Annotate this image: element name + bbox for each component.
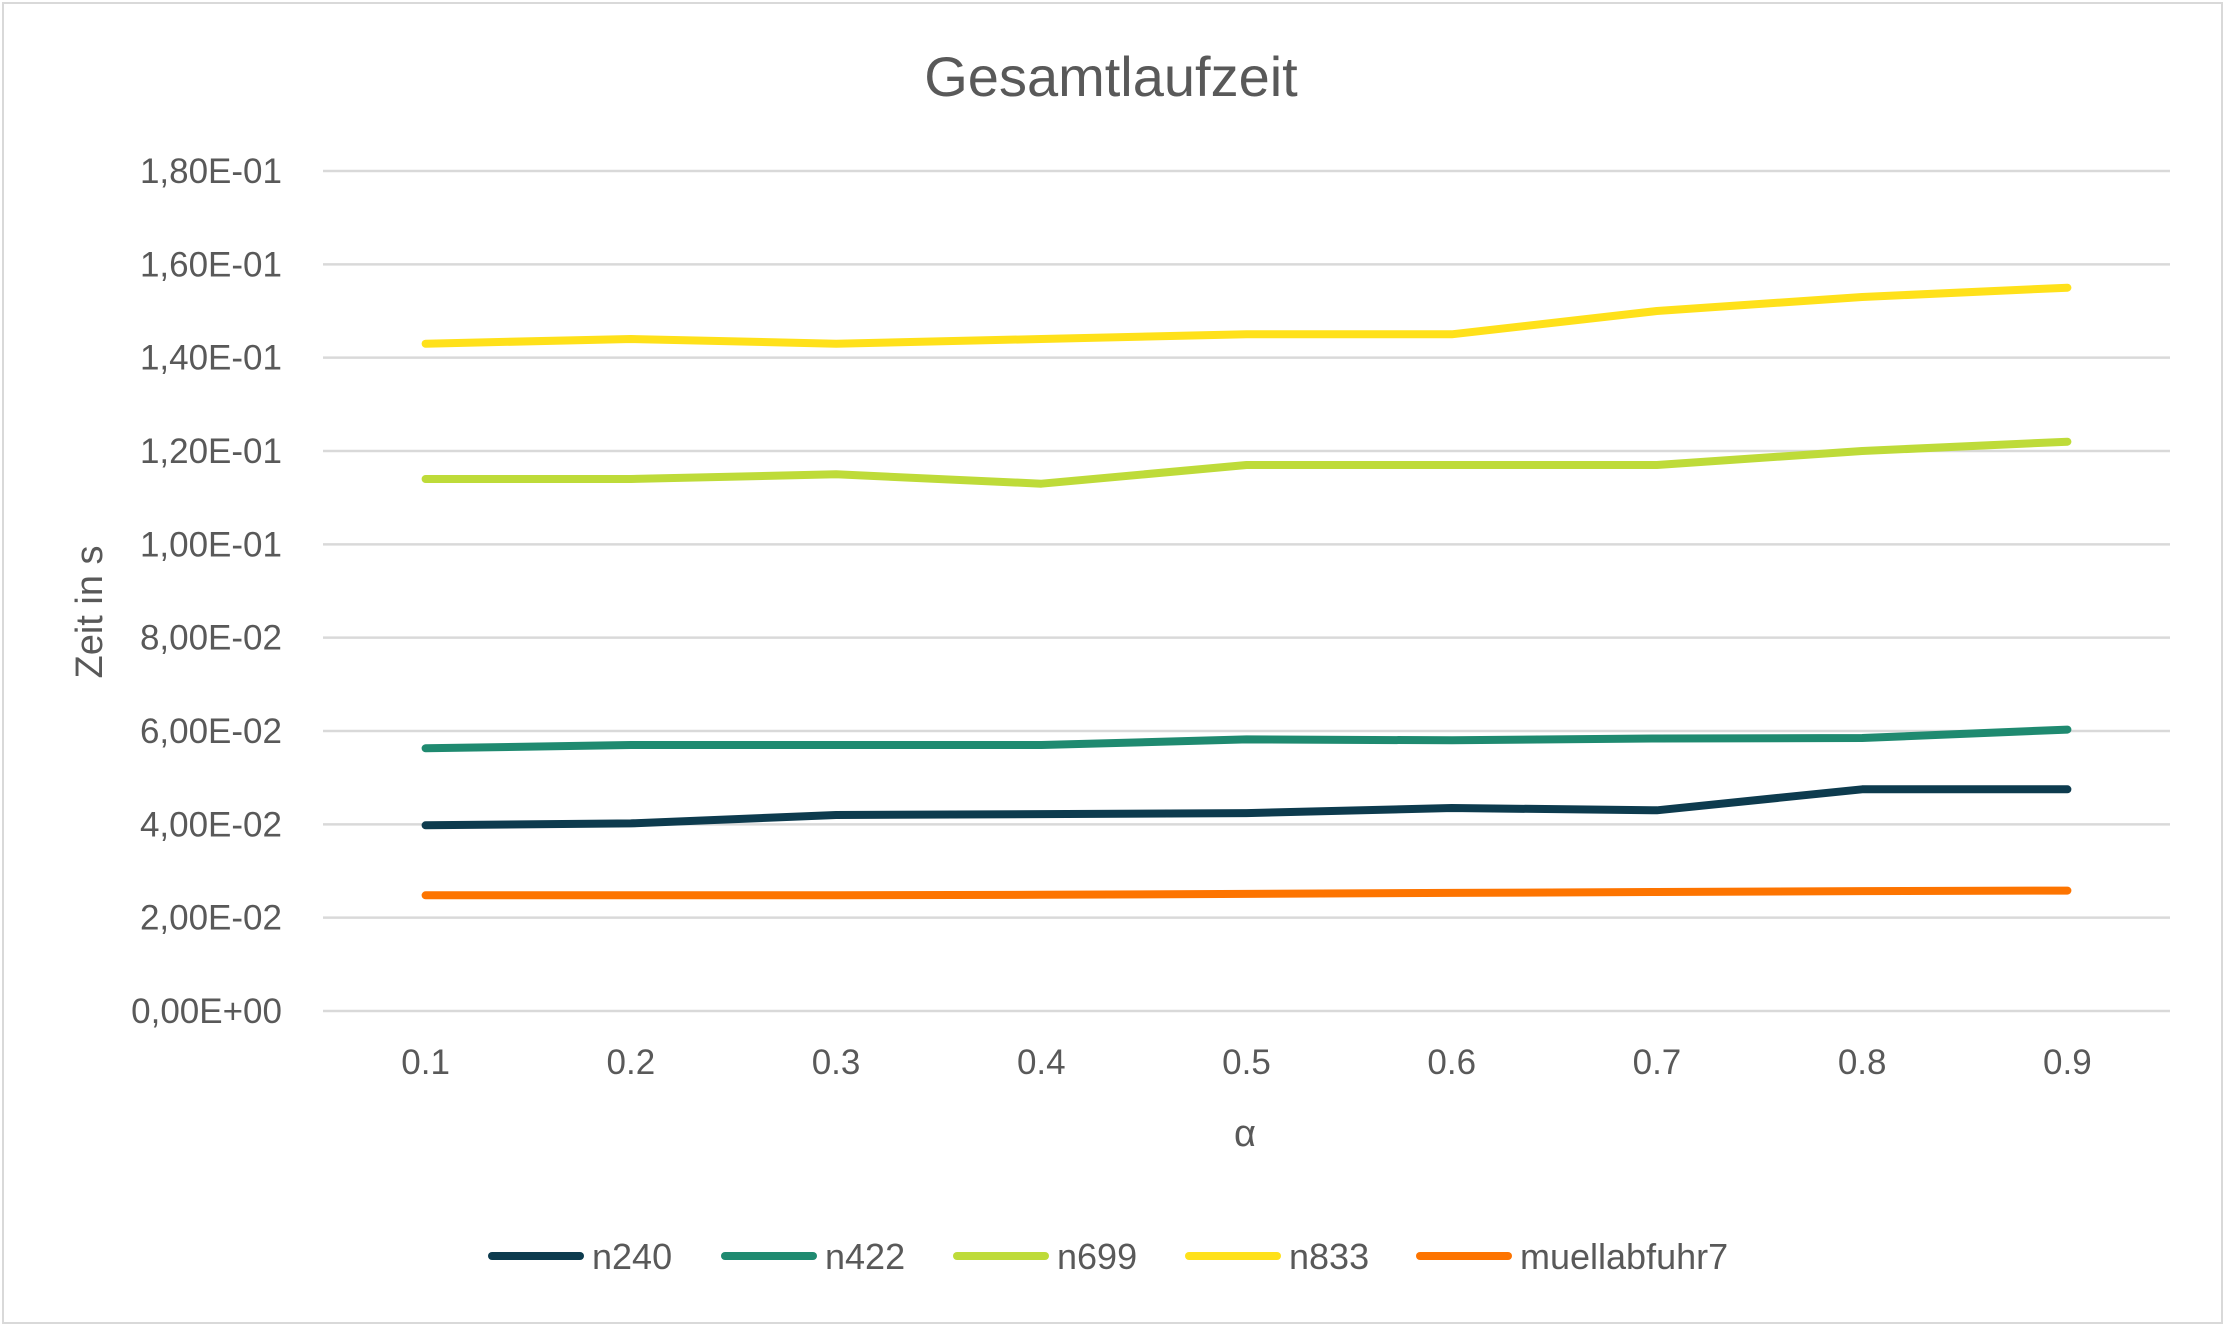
y-tick-label: 0,00E+00 bbox=[131, 992, 282, 1031]
y-tick-label: 1,80E-01 bbox=[140, 152, 282, 191]
series-line-n240 bbox=[421, 785, 2072, 830]
x-tick-label: 0.1 bbox=[401, 1043, 450, 1082]
legend-label-n699: n699 bbox=[1057, 1236, 1137, 1277]
y-tick-label: 4,00E-02 bbox=[140, 805, 282, 844]
series-lines bbox=[421, 283, 2072, 900]
y-tick-label: 6,00E-02 bbox=[140, 712, 282, 751]
x-tick-label: 0.9 bbox=[2043, 1043, 2092, 1082]
legend: n240 n422 n699 n833 muellabfuhr7 bbox=[488, 1236, 1728, 1277]
x-tick-label: 0.6 bbox=[1427, 1043, 1476, 1082]
y-tick-label: 1,00E-01 bbox=[140, 525, 282, 564]
legend-label-muellabfuhr7: muellabfuhr7 bbox=[1520, 1236, 1728, 1277]
x-tick-label: 0.8 bbox=[1838, 1043, 1887, 1082]
y-axis-ticks: 0,00E+00 2,00E-02 4,00E-02 6,00E-02 8,00E-02… bbox=[131, 152, 282, 1031]
y-tick-label: 1,20E-01 bbox=[140, 432, 282, 471]
y-tick-label: 2,00E-02 bbox=[140, 899, 282, 938]
x-axis-label: α bbox=[1234, 1113, 1256, 1155]
x-tick-label: 0.7 bbox=[1633, 1043, 1682, 1082]
y-tick-label: 8,00E-02 bbox=[140, 619, 282, 658]
legend-label-n833: n833 bbox=[1289, 1236, 1369, 1277]
y-tick-label: 1,40E-01 bbox=[140, 339, 282, 378]
y-tick-label: 1,60E-01 bbox=[140, 245, 282, 284]
x-axis-ticks: 0.1 0.2 0.3 0.4 0.5 0.6 0.7 0.8 0.9 bbox=[401, 1043, 2091, 1082]
y-axis-label: Zeit in s bbox=[69, 545, 111, 678]
x-tick-label: 0.4 bbox=[1017, 1043, 1066, 1082]
series-line-n699 bbox=[421, 437, 2072, 488]
x-tick-label: 0.5 bbox=[1222, 1043, 1271, 1082]
legend-label-n422: n422 bbox=[825, 1236, 905, 1277]
x-tick-label: 0.3 bbox=[812, 1043, 861, 1082]
series-line-muellabfuhr7 bbox=[421, 886, 2072, 900]
chart-title: Gesamtlaufzeit bbox=[924, 45, 1298, 108]
series-line-n833 bbox=[421, 283, 2072, 348]
legend-label-n240: n240 bbox=[592, 1236, 672, 1277]
x-tick-label: 0.2 bbox=[607, 1043, 656, 1082]
series-line-n422 bbox=[421, 725, 2072, 753]
